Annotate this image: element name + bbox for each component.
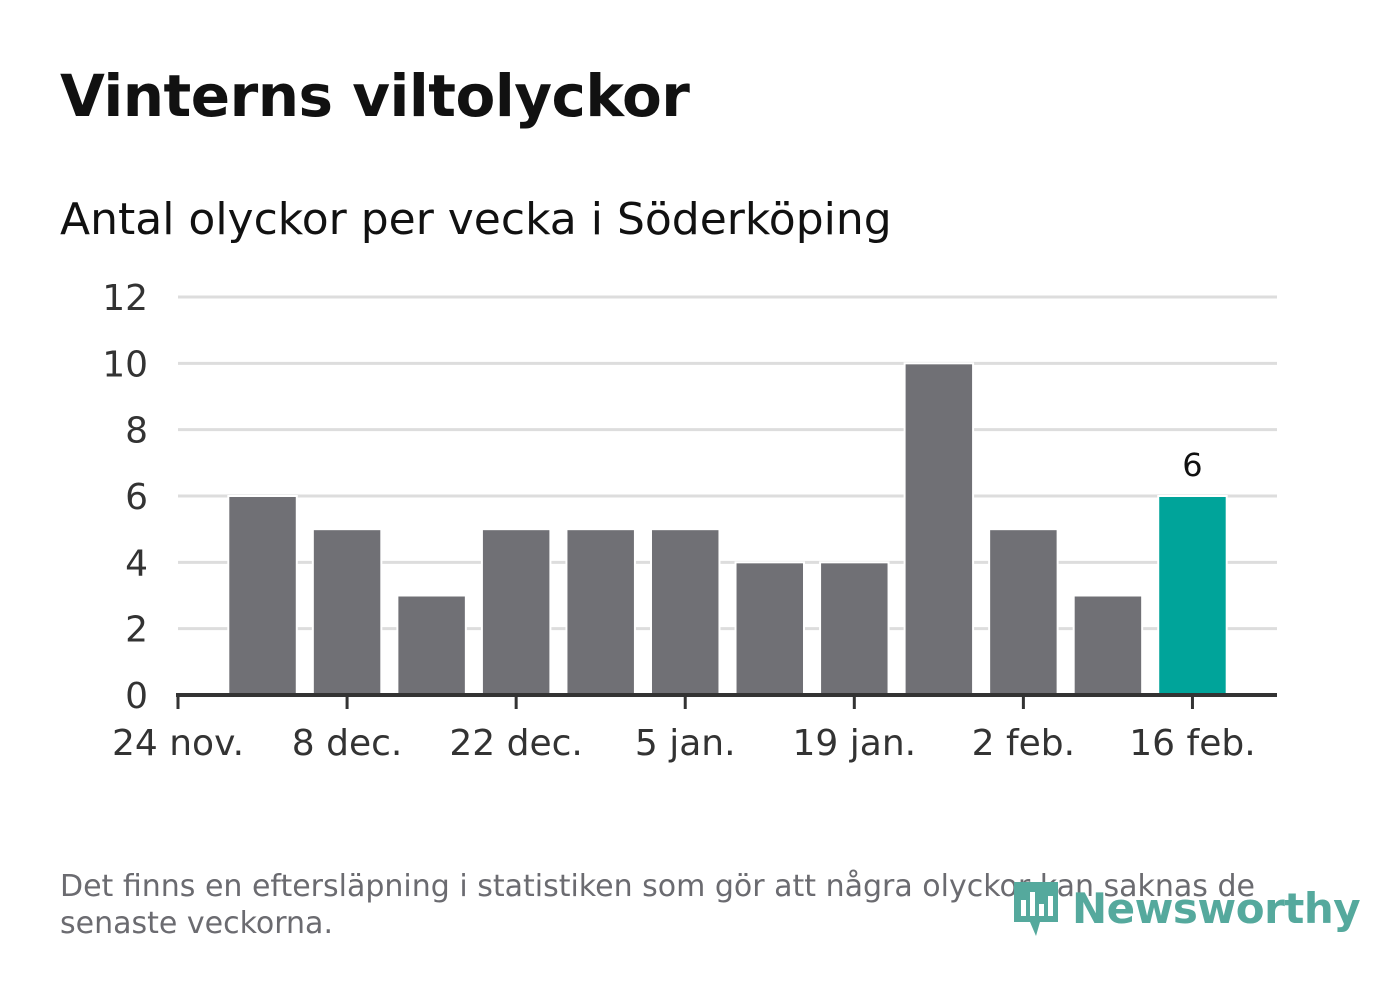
bar	[649, 528, 721, 697]
y-tick-label: 10	[102, 344, 148, 385]
bar-highlight	[1157, 495, 1228, 696]
y-tick-label: 8	[125, 411, 148, 452]
x-tick-label: 16 feb.	[1129, 723, 1255, 764]
bar	[480, 528, 552, 697]
y-axis-ticks: 0 2 4 6 8 10 12	[102, 278, 148, 717]
bar	[227, 495, 298, 696]
y-tick-label: 2	[125, 610, 148, 651]
chart-title: Vinterns viltolyckor	[60, 62, 690, 130]
bar	[311, 528, 383, 697]
bar	[903, 362, 975, 696]
y-tick-label: 0	[125, 676, 148, 717]
chart-subtitle: Antal olyckor per vecka i Söderköping	[60, 194, 892, 245]
x-tick-label: 19 jan.	[793, 723, 917, 764]
y-tick-label: 6	[125, 477, 148, 518]
bar	[396, 594, 467, 696]
bar	[819, 561, 890, 696]
bar	[565, 528, 636, 697]
bars: 6	[227, 362, 1228, 697]
x-axis: 24 nov. 8 dec. 22 dec. 5 jan. 19 jan. 2 feb. 1…	[112, 693, 1277, 764]
y-tick-label: 12	[102, 278, 148, 319]
x-tick-label: 8 dec.	[292, 723, 403, 764]
bar	[1072, 594, 1144, 696]
newsworthy-logo-text: Newsworthy	[1072, 883, 1361, 933]
newsworthy-logo: Newsworthy	[1010, 876, 1361, 940]
newsworthy-logo-icon	[1014, 882, 1058, 936]
bar	[988, 528, 1059, 697]
bar	[734, 561, 806, 696]
y-tick-label: 4	[125, 543, 148, 584]
bar-value-label: 6	[1182, 446, 1202, 484]
x-tick-label: 2 feb.	[972, 723, 1075, 764]
x-tick-label: 22 dec.	[449, 723, 583, 764]
x-tick-label: 24 nov.	[112, 723, 244, 764]
x-tick-label: 5 jan.	[635, 723, 736, 764]
